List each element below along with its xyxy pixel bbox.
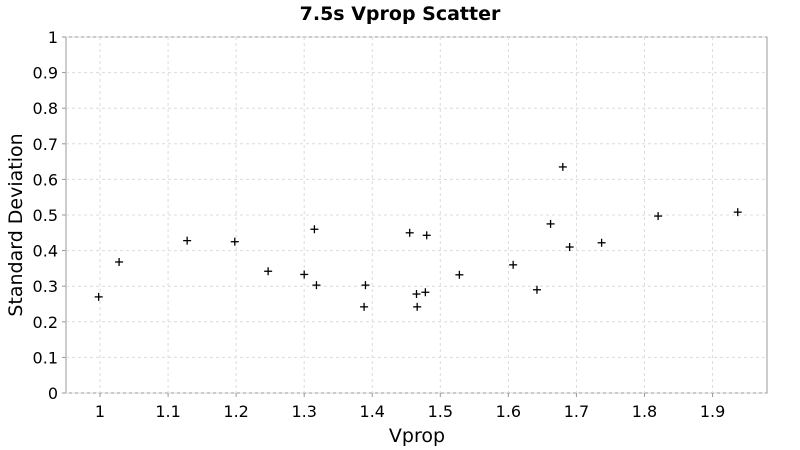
y-tick-label: 0.1: [33, 348, 58, 367]
data-point: [546, 219, 555, 228]
data-point: [422, 231, 431, 240]
data-point: [183, 236, 192, 245]
data-point: [310, 225, 319, 234]
y-tick-label: 0.2: [33, 313, 58, 332]
data-point: [94, 292, 103, 301]
data-point: [733, 208, 742, 217]
y-tick-label: 0.8: [33, 99, 58, 118]
data-point: [230, 237, 239, 246]
x-tick-label: 1.1: [155, 402, 180, 421]
y-tick-label: 0.5: [33, 206, 58, 225]
chart-title: 7.5s Vprop Scatter: [300, 3, 501, 25]
x-tick-label: 1.2: [223, 402, 248, 421]
data-point: [532, 285, 541, 294]
data-point: [361, 281, 370, 290]
y-tick-label: 0.3: [33, 277, 58, 296]
data-point: [597, 238, 606, 247]
grid-lines: [66, 36, 767, 394]
x-tick-label: 1: [95, 402, 105, 421]
data-point: [565, 243, 574, 252]
y-tick-label: 0.9: [33, 64, 58, 83]
data-point: [115, 257, 124, 266]
axis-ticks: 1 1.1 1.2 1.3 1.4 1.5 1.6 1.7 1.8 1.9 0 0.1 0.2 0.3 0.…: [33, 28, 726, 421]
data-point: [405, 228, 414, 237]
data-point: [413, 302, 422, 311]
x-axis-label: Vprop: [389, 425, 445, 447]
data-point: [421, 288, 430, 297]
x-tick-label: 1.9: [700, 402, 725, 421]
y-tick-label: 0.7: [33, 135, 58, 154]
y-tick-label: 1: [48, 28, 58, 47]
x-tick-label: 1.5: [428, 402, 453, 421]
data-point: [654, 212, 663, 221]
data-point: [300, 270, 309, 279]
data-point: [264, 267, 273, 276]
data-point: [509, 260, 518, 269]
x-tick-label: 1.4: [360, 402, 385, 421]
x-tick-label: 1.6: [496, 402, 521, 421]
x-tick-label: 1.8: [632, 402, 657, 421]
data-point: [360, 302, 369, 311]
x-tick-label: 1.3: [291, 402, 316, 421]
y-tick-label: 0.6: [33, 170, 58, 189]
data-point: [455, 270, 464, 279]
data-point: [558, 162, 567, 171]
data-point: [312, 281, 321, 290]
y-tick-label: 0: [48, 384, 58, 403]
data-point: [412, 290, 421, 299]
x-tick-label: 1.7: [564, 402, 589, 421]
data-points: [94, 162, 742, 311]
y-axis-label: Standard Deviation: [5, 133, 27, 316]
y-tick-label: 0.4: [33, 242, 58, 261]
